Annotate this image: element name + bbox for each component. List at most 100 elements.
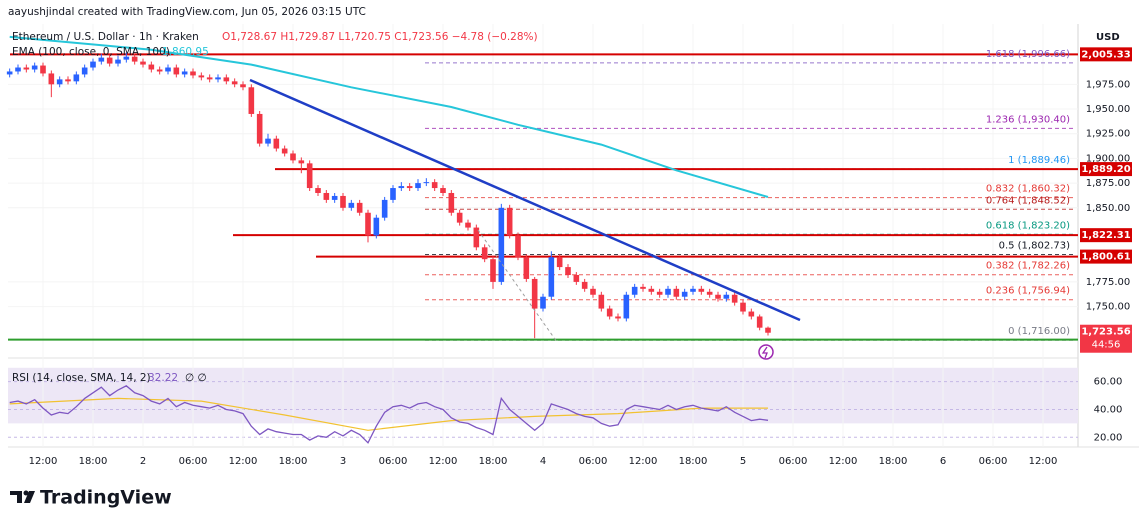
- candle-body: [281, 148, 288, 154]
- candle-body: [173, 67, 180, 75]
- x-tick-label: 18:00: [79, 456, 108, 467]
- candle-body: [148, 64, 155, 70]
- main-layer: [6, 35, 1078, 444]
- candle-body: [156, 69, 163, 72]
- candle-body: [573, 274, 580, 282]
- top-layer: 1,975.00 1,950.00 1,925.00 1,900.00 1,875.00…: [29, 47, 1132, 467]
- price-tag-label: 1,800.61: [1081, 252, 1130, 263]
- candle-body: [273, 138, 280, 149]
- x-tick-label: 4: [540, 456, 546, 467]
- y-tick-label: 1,925.00: [1086, 129, 1131, 140]
- ema-value: 1,860.95: [162, 46, 209, 58]
- price-tag-label: 1,822.31: [1081, 230, 1130, 241]
- candle-body: [381, 199, 388, 218]
- logo-mark: [10, 491, 22, 503]
- candle-body: [373, 217, 380, 236]
- candle-body: [115, 59, 121, 64]
- candle-body: [398, 186, 405, 189]
- y-tick-label: 1,850.00: [1086, 203, 1131, 214]
- fib-anchor-line: [477, 229, 558, 343]
- logo-dot: [23, 490, 29, 496]
- candle-body: [465, 222, 471, 228]
- candle-body: [490, 259, 496, 282]
- candle-body: [65, 79, 71, 82]
- candle-body: [740, 302, 746, 312]
- ema-name: EMA (100, close, 0, SMA, 100): [12, 46, 170, 58]
- candle-body: [415, 183, 421, 189]
- candle-body: [748, 311, 755, 317]
- candle-body: [615, 316, 621, 319]
- candle-body: [423, 182, 430, 184]
- brand: TradingView: [40, 487, 172, 509]
- candle-body: [673, 288, 680, 297]
- candle-body: [756, 316, 763, 328]
- alert-icon: [761, 346, 768, 359]
- x-tick-label: 12:00: [1029, 456, 1058, 467]
- price-tag-label: 1,889.20: [1081, 164, 1130, 175]
- candle-body: [248, 87, 255, 114]
- x-tick-label: 12:00: [829, 456, 858, 467]
- candle-body: [15, 67, 21, 72]
- candle-body: [240, 84, 246, 88]
- countdown: 44:56: [1092, 340, 1121, 351]
- x-tick-label: 18:00: [479, 456, 508, 467]
- x-tick-label: 06:00: [979, 456, 1008, 467]
- fib-label: 1 (1,889.46): [1008, 155, 1070, 166]
- x-tick-label: 06:00: [779, 456, 808, 467]
- fib-label: 0.5 (1,802.73): [999, 241, 1071, 252]
- candle-body: [590, 288, 596, 295]
- candle-body: [523, 257, 530, 279]
- candle-body: [765, 327, 771, 333]
- rsi-extras: ∅ ∅: [185, 372, 207, 384]
- price-tag-label: 2,005.33: [1081, 49, 1130, 60]
- x-tick-label: 06:00: [579, 456, 608, 467]
- candle-body: [706, 291, 713, 295]
- candle-body: [498, 207, 505, 282]
- ohlc: O1,728.67 H1,729.87 L1,720.75 C1,723.56 …: [222, 31, 538, 43]
- candle-body: [481, 247, 488, 260]
- candle-body: [198, 75, 205, 78]
- candle-body: [98, 57, 105, 62]
- x-tick-label: 3: [340, 456, 346, 467]
- candle-body: [631, 286, 638, 295]
- candle-body: [365, 212, 371, 236]
- candle-body: [140, 61, 146, 65]
- symbol: Ethereum / U.S. Dollar · 1h · Kraken: [12, 31, 199, 43]
- rsi-tick-label: 20.00: [1094, 432, 1123, 443]
- candle-body: [556, 257, 563, 268]
- candle-body: [73, 74, 80, 82]
- candle-body: [265, 138, 271, 144]
- candle-body: [606, 308, 613, 317]
- alert-marker[interactable]: [758, 344, 774, 360]
- candle-body: [356, 202, 363, 213]
- candle-body: [48, 73, 55, 85]
- candle-body: [690, 288, 696, 292]
- y-tick-label: 1,950.00: [1086, 104, 1131, 115]
- candle-body: [256, 113, 263, 144]
- candle-body: [598, 294, 605, 309]
- fib-label: 1.236 (1,930.40): [986, 114, 1070, 125]
- candle-body: [181, 71, 188, 75]
- fib-label: 0.382 (1,782.26): [986, 261, 1070, 272]
- candle-body: [548, 257, 555, 297]
- candle-body: [223, 77, 230, 82]
- candle-body: [473, 227, 480, 248]
- price-tag: [1080, 162, 1132, 177]
- candle-body: [315, 188, 321, 193]
- x-tick-label: 06:00: [179, 456, 208, 467]
- candle-body: [31, 65, 38, 70]
- rsi-tick-label: 60.00: [1094, 377, 1123, 388]
- x-tick-label: 18:00: [279, 456, 308, 467]
- candle-body: [623, 294, 630, 319]
- x-tick-label: 12:00: [629, 456, 658, 467]
- rsi-value: 32.22: [148, 372, 178, 384]
- x-tick-label: 5: [740, 456, 746, 467]
- candle-body: [231, 81, 238, 85]
- candle-body: [56, 79, 63, 85]
- candle-body: [6, 71, 13, 75]
- candle-body: [123, 56, 130, 60]
- fib-label: 0.764 (1,848.52): [986, 195, 1070, 206]
- y-tick-label: 1,900.00: [1086, 153, 1131, 164]
- candle-body: [506, 207, 513, 236]
